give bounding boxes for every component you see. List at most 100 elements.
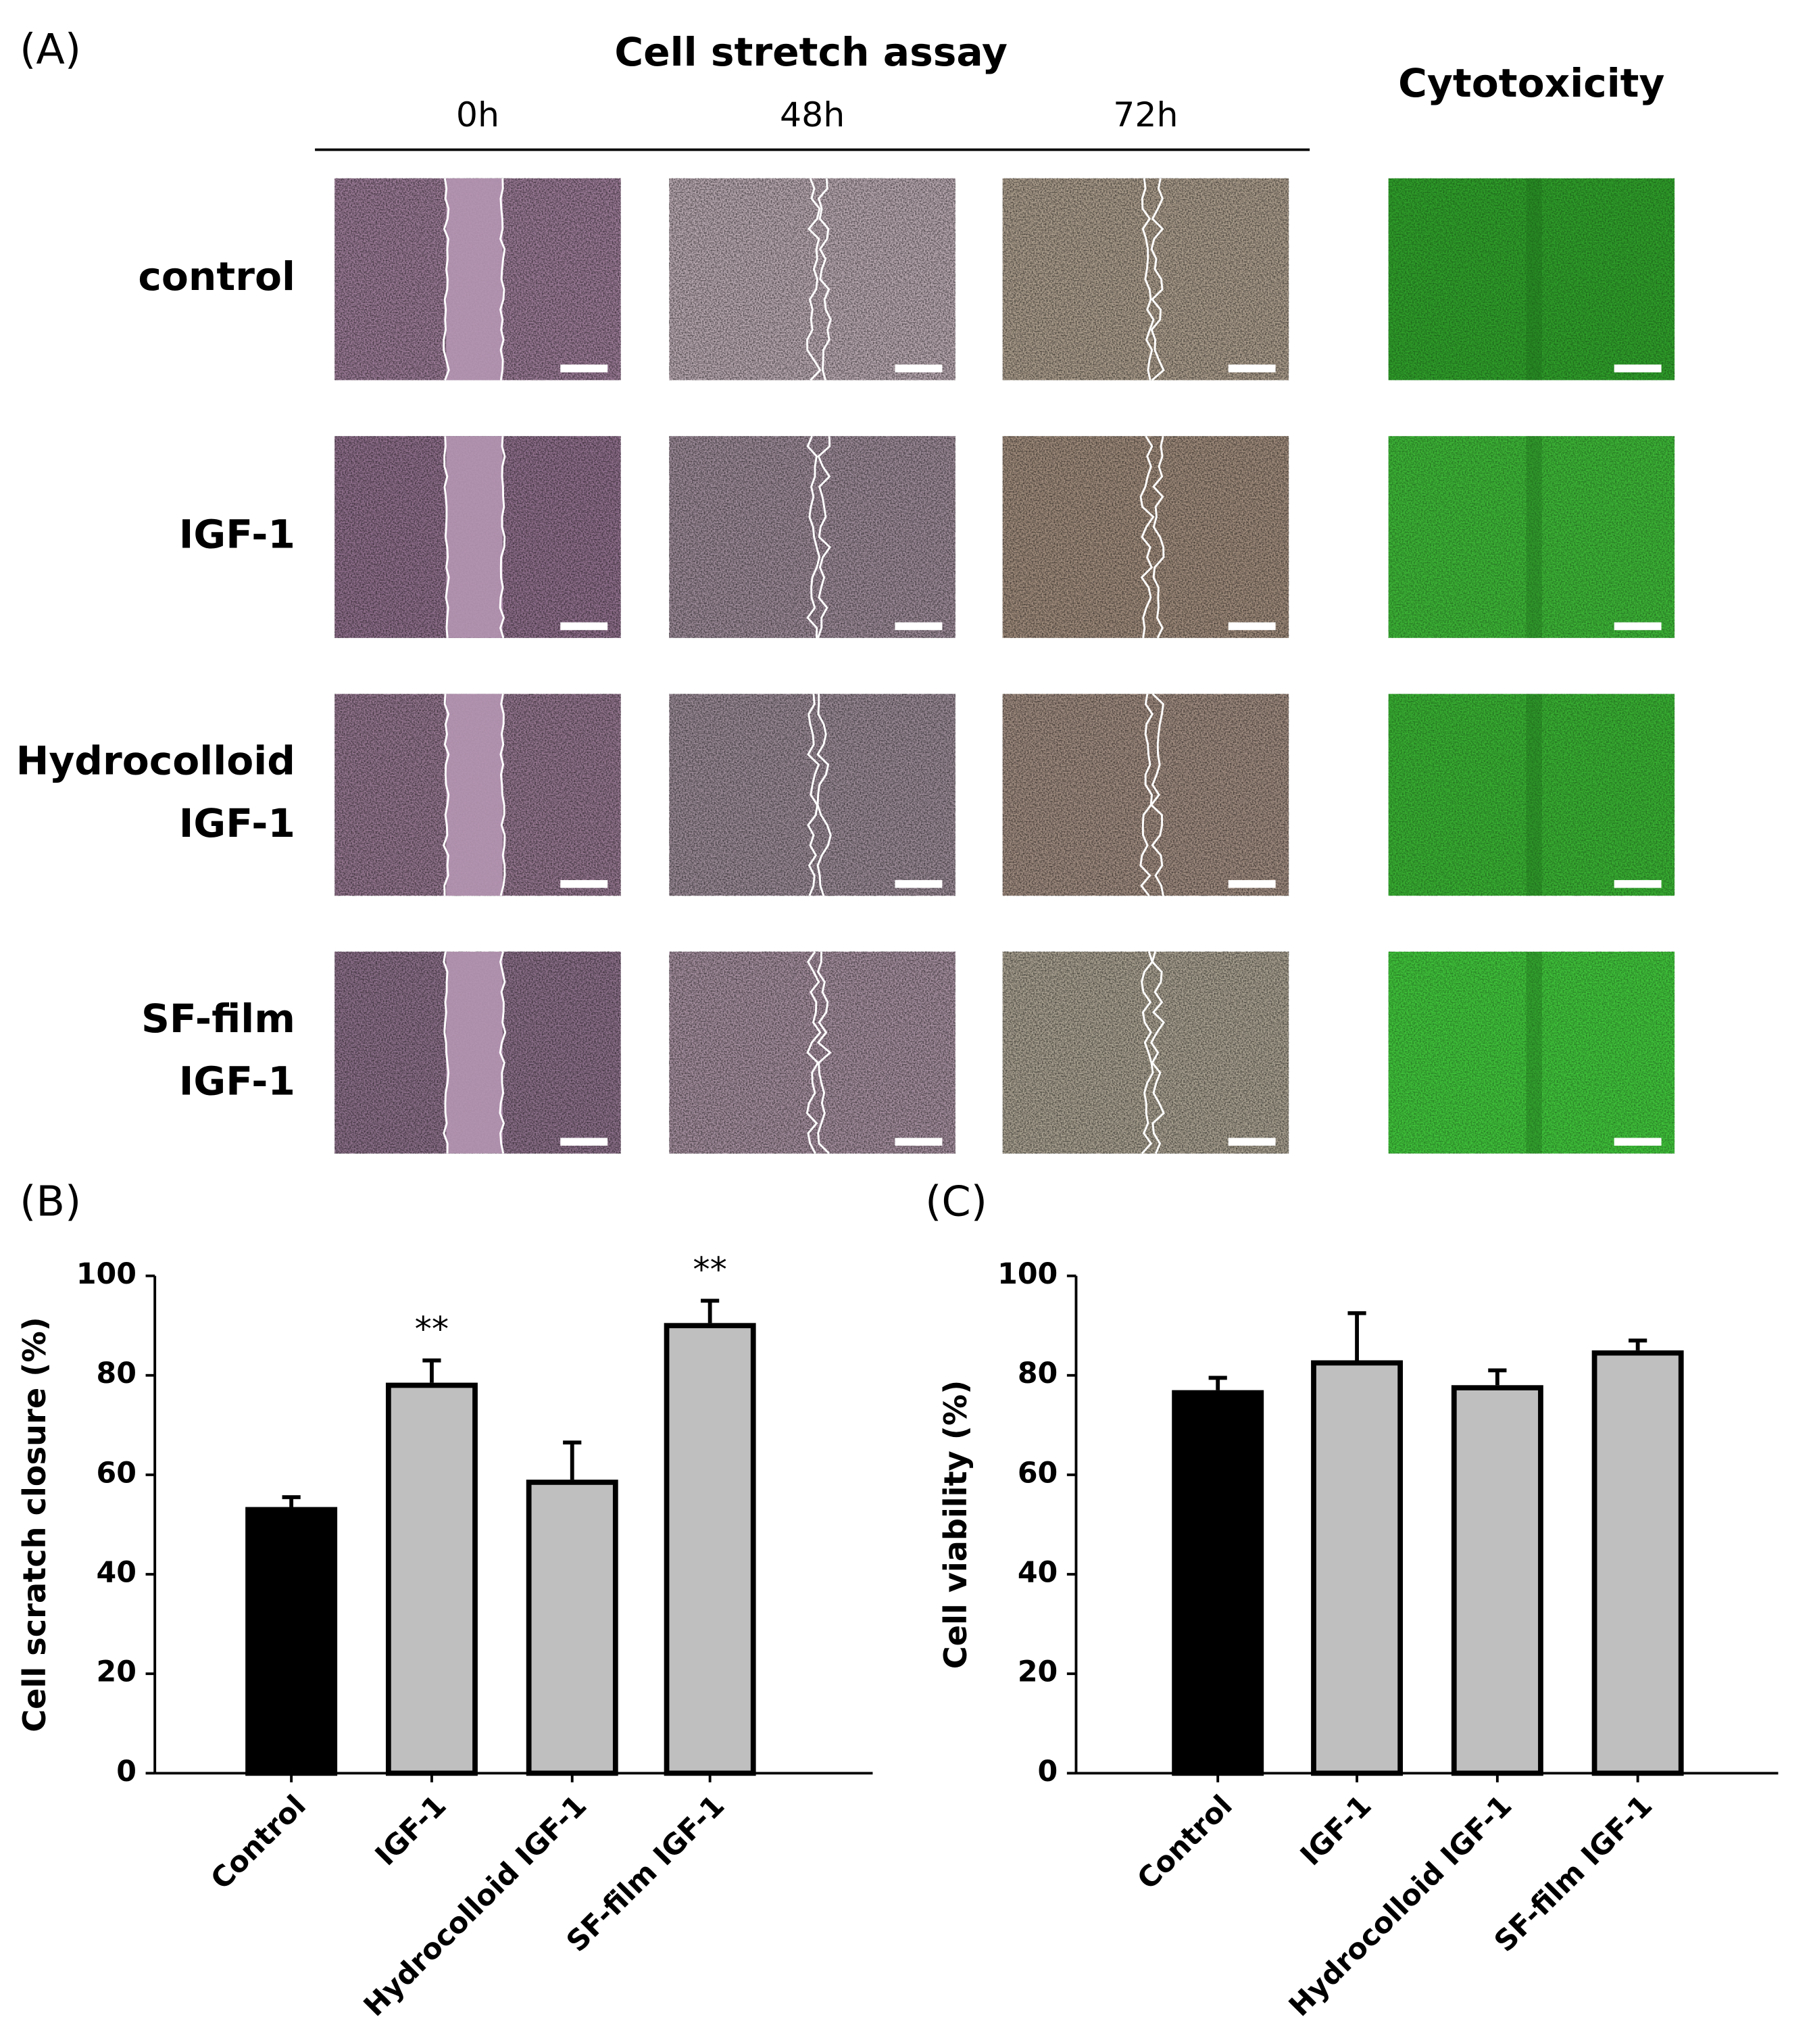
error-bar — [701, 1298, 720, 1323]
y-axis-label: Cell viability (%) — [937, 1380, 974, 1670]
significance-mark: ** — [415, 1309, 449, 1349]
error-bar — [563, 1440, 582, 1480]
panel-label: (C) — [925, 1177, 987, 1226]
row-label: IGF-1 — [179, 1058, 295, 1104]
scratch-edge — [499, 694, 506, 896]
scratch-trace — [1526, 178, 1542, 381]
bar — [1591, 1350, 1684, 1776]
scratch-edge — [443, 436, 450, 638]
column-title: Cytotoxicity — [1398, 60, 1664, 106]
scratch-gap — [446, 694, 503, 896]
scratch-edge — [818, 178, 832, 381]
bar — [664, 1323, 756, 1776]
scale-bar — [895, 622, 943, 631]
x-tick-label: IGF-1 — [1295, 1789, 1379, 1872]
micrograph-texture — [1002, 951, 1289, 1154]
bar — [1311, 1360, 1404, 1776]
micrograph-texture — [1388, 436, 1675, 638]
scale-bar — [560, 880, 608, 888]
scratch-gap — [446, 178, 503, 381]
micrograph-texture — [669, 436, 956, 638]
scratch-trace — [1526, 694, 1542, 896]
y-axis-label: Cell scratch closure (%) — [16, 1317, 53, 1732]
micrograph-texture — [1388, 178, 1675, 381]
scratch-edge — [499, 178, 506, 381]
row-label: IGF-1 — [179, 800, 295, 846]
scratch-edge — [816, 951, 832, 1154]
scale-bar — [895, 880, 943, 888]
scratch-gap — [446, 951, 503, 1154]
time-label: 0h — [456, 95, 499, 135]
scratch-edge — [1139, 435, 1155, 639]
row-label: control — [138, 253, 295, 299]
y-tick-label: 20 — [97, 1656, 137, 1689]
y-tick-label: 60 — [1018, 1457, 1058, 1490]
time-label: 48h — [780, 95, 845, 135]
scratch-edge — [499, 951, 507, 1154]
error-bar — [1347, 1311, 1366, 1361]
y-tick-label: 40 — [97, 1557, 137, 1590]
scale-bar — [1614, 880, 1662, 888]
x-tick-label: Control — [205, 1789, 313, 1896]
scale-bar — [560, 622, 608, 631]
error-bar — [1488, 1368, 1507, 1386]
scale-bar — [1228, 1138, 1276, 1146]
scratch-edge — [1141, 178, 1155, 381]
scratch-edge — [806, 435, 821, 638]
x-tick-label: IGF-1 — [369, 1789, 453, 1872]
y-tick-label: 100 — [76, 1258, 137, 1291]
scratch-trace — [1526, 436, 1542, 638]
scale-bar — [560, 364, 608, 372]
scale-bar — [895, 1138, 943, 1146]
bar — [1172, 1390, 1264, 1776]
scale-bar — [1614, 1138, 1662, 1146]
scratch-edge — [1149, 693, 1164, 896]
scale-bar — [1614, 364, 1662, 372]
y-tick-label: 100 — [997, 1258, 1058, 1291]
scratch-edge — [1141, 951, 1154, 1154]
micrograph-texture — [669, 951, 956, 1154]
significance-mark: ** — [693, 1250, 726, 1290]
scratch-edge — [499, 436, 506, 639]
bar — [245, 1507, 338, 1776]
error-bar — [422, 1358, 441, 1383]
row-label: IGF-1 — [179, 512, 295, 558]
scratch-edge — [805, 951, 822, 1154]
panel-label: (B) — [20, 1177, 81, 1226]
scratch-edge — [1152, 435, 1165, 639]
panel-label: (A) — [20, 25, 81, 74]
error-bar — [1208, 1376, 1227, 1390]
scale-bar — [560, 1138, 608, 1146]
micrograph-texture — [1388, 951, 1675, 1154]
y-tick-label: 0 — [1038, 1755, 1058, 1788]
panel-title: Cell stretch assay — [614, 29, 1008, 75]
scratch-edge — [1150, 951, 1166, 1154]
micrograph-grid — [334, 178, 1675, 1154]
scale-bar — [1614, 622, 1662, 631]
y-tick-label: 20 — [1018, 1656, 1058, 1689]
row-label: Hydrocolloid — [16, 738, 295, 784]
error-bar — [1629, 1338, 1647, 1350]
micrograph-texture — [1002, 436, 1289, 638]
row-label: SF-film — [141, 996, 295, 1042]
y-tick-label: 80 — [97, 1357, 137, 1390]
bar — [385, 1382, 478, 1776]
y-tick-label: 0 — [116, 1755, 137, 1788]
scratch-edge — [443, 178, 450, 381]
micrograph-texture — [1388, 694, 1675, 896]
bar — [526, 1480, 618, 1776]
scratch-edge — [806, 178, 822, 381]
scale-bar — [1228, 622, 1276, 631]
micrograph-texture — [669, 694, 956, 896]
scale-bar — [1228, 364, 1276, 372]
y-tick-label: 80 — [1018, 1357, 1058, 1390]
scratch-edge — [443, 951, 450, 1154]
scale-bar — [1228, 880, 1276, 888]
scratch-trace — [1526, 951, 1542, 1154]
scratch-gap — [446, 436, 503, 638]
y-tick-label: 60 — [97, 1457, 137, 1490]
time-label: 72h — [1113, 95, 1178, 135]
scratch-edge — [816, 694, 832, 896]
scratch-edge — [807, 694, 820, 896]
